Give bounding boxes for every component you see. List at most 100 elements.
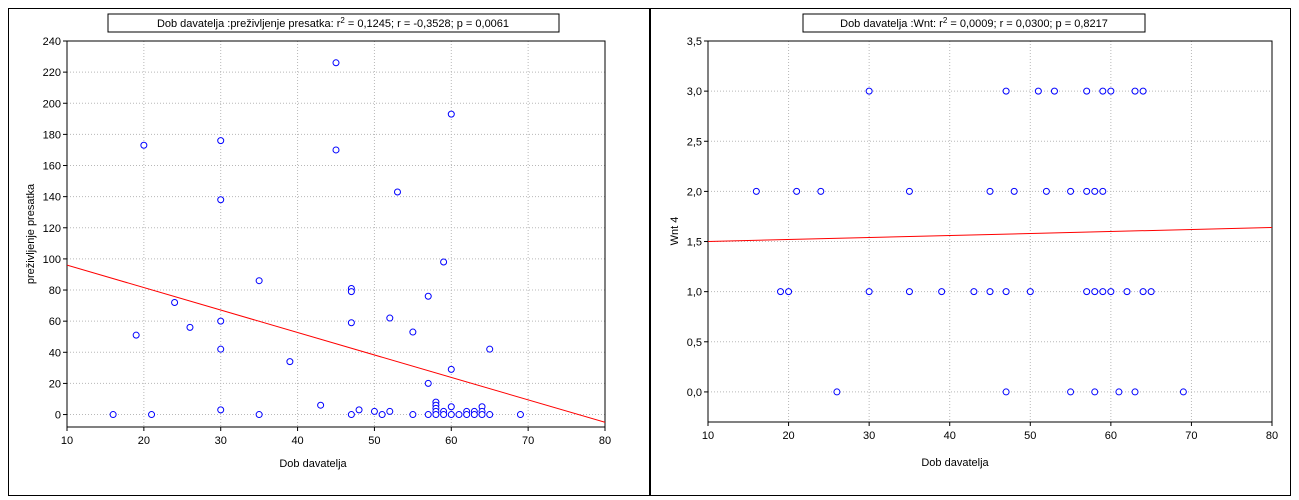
y-axis-label: Wnt 4 (669, 217, 681, 246)
data-point (317, 401, 325, 409)
data-point (1099, 187, 1107, 195)
plot-border (66, 40, 606, 428)
data-point (1034, 87, 1042, 95)
data-point (1123, 288, 1131, 296)
tick-label-x: 70 (1185, 430, 1197, 442)
data-point (286, 358, 294, 366)
chart-title-box (107, 13, 560, 33)
tick-label-x: 40 (944, 430, 956, 442)
tick-label-x: 30 (863, 430, 875, 442)
tick-label-y: 0,0 (687, 387, 702, 399)
data-point (447, 365, 455, 373)
x-axis-label: Dob davatelja (921, 457, 989, 469)
tick-label-y: 180 (43, 129, 61, 141)
tick-label-y: 140 (43, 192, 61, 204)
data-point (171, 298, 179, 306)
data-point (486, 345, 494, 353)
data-point (393, 188, 401, 196)
data-point (1083, 87, 1091, 95)
tick-label-x: 70 (522, 435, 534, 447)
data-point (1010, 187, 1018, 195)
data-point (1107, 288, 1115, 296)
data-point (332, 146, 340, 154)
data-point (217, 196, 225, 204)
data-point (347, 288, 355, 296)
tick-label-y: 3,0 (687, 86, 702, 98)
data-point (1002, 288, 1010, 296)
data-point (424, 292, 432, 300)
data-point (355, 406, 363, 414)
data-point (455, 411, 463, 419)
data-point (470, 411, 478, 419)
tick-label-y: 20 (49, 378, 61, 390)
data-point (1131, 388, 1139, 396)
tick-label-x: 10 (702, 430, 714, 442)
chart-panel-right: Dob davatelja :Wnt: r2 = 0,0009; r = 0,0… (650, 8, 1291, 496)
chart-title: Dob davatelja :preživljenje presatka: r2… (157, 16, 509, 30)
plot-area (708, 41, 1272, 422)
data-point (865, 87, 873, 95)
y-axis-label: preživljenje presatka (25, 183, 37, 284)
data-point (1091, 388, 1099, 396)
data-point (777, 288, 785, 296)
data-point (440, 411, 448, 419)
data-point (1002, 87, 1010, 95)
tick-label-y: 80 (49, 285, 61, 297)
data-point (938, 288, 946, 296)
x-axis-label: Dob davatelja (279, 458, 347, 470)
data-point (424, 411, 432, 419)
data-point (478, 411, 486, 419)
data-point (332, 59, 340, 67)
data-point (970, 288, 978, 296)
tick-label-x: 60 (445, 435, 457, 447)
data-point (255, 411, 263, 419)
data-point (1131, 87, 1139, 95)
data-point (447, 411, 455, 419)
data-point (347, 319, 355, 327)
scatter-chart-left: Dob davatelja :preživljenje presatka: r2… (25, 13, 611, 470)
tick-label-x: 60 (1105, 430, 1117, 442)
data-point (186, 323, 194, 331)
tick-label-x: 10 (61, 435, 73, 447)
data-point (386, 407, 394, 415)
regression-line (67, 264, 605, 423)
data-point (986, 187, 994, 195)
tick-label-y: 120 (43, 223, 61, 235)
data-point (905, 187, 913, 195)
data-point (217, 406, 225, 414)
chart-title-suffix: = 0,1245; r = -0,3528; p = 0,0061 (345, 18, 509, 30)
data-point (1067, 187, 1075, 195)
data-point (1091, 288, 1099, 296)
tick-label-y: 160 (43, 161, 61, 173)
tick-label-y: 100 (43, 254, 61, 266)
tick-label-x: 50 (1024, 430, 1036, 442)
tick-label-y: 1,0 (687, 287, 702, 299)
data-point (1139, 87, 1147, 95)
data-point (255, 277, 263, 285)
tick-label-y: 2,0 (687, 186, 702, 198)
tick-label-y: 40 (49, 347, 61, 359)
data-point (1099, 288, 1107, 296)
data-point (817, 187, 825, 195)
chart-title-prefix: Dob davatelja :Wnt: r (840, 18, 943, 30)
tick-label-y: 200 (43, 98, 61, 110)
data-point (148, 411, 156, 419)
chart-title-suffix: = 0,0009; r = 0,0300; p = 0,8217 (947, 18, 1108, 30)
data-point (409, 411, 417, 419)
data-point (140, 141, 148, 149)
data-point (1002, 388, 1010, 396)
data-point (1115, 388, 1123, 396)
data-point (1083, 288, 1091, 296)
tick-label-y: 220 (43, 67, 61, 79)
data-point (1042, 187, 1050, 195)
tick-label-x: 40 (291, 435, 303, 447)
tick-label-y: 3,5 (687, 36, 702, 48)
data-point (785, 288, 793, 296)
data-point (486, 411, 494, 419)
data-point (432, 411, 440, 419)
data-point (752, 187, 760, 195)
data-point (447, 110, 455, 118)
data-point (1083, 187, 1091, 195)
data-point (793, 187, 801, 195)
data-point (516, 411, 524, 419)
